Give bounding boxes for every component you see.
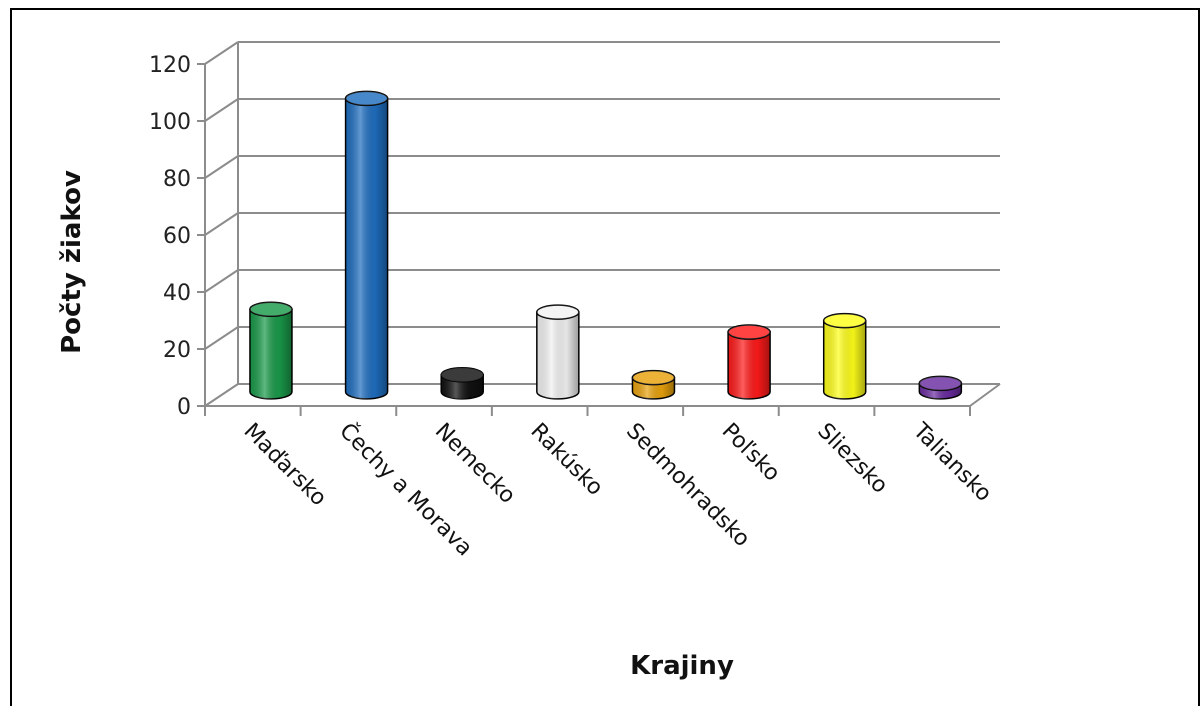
bar-top [249, 301, 293, 317]
bar-top [727, 324, 771, 340]
y-tick-label: 120 [149, 53, 191, 78]
bar-shading [823, 320, 866, 399]
gridline-side [204, 98, 239, 122]
bar [249, 301, 293, 400]
y-axis-title: Počty žiakov [57, 170, 87, 354]
x-tick-label: Nemecko [430, 419, 520, 509]
bar-shading [536, 312, 579, 399]
bar-shading [249, 309, 292, 399]
gridline-side [204, 155, 239, 179]
bar-shading [728, 332, 771, 399]
bar-top [344, 90, 389, 107]
bar-shading [345, 98, 388, 399]
x-tick-label: Poľsko [717, 419, 785, 487]
bar-top-highlight [345, 91, 388, 106]
bar [440, 367, 484, 400]
x-tick-label: Rakúsko [525, 419, 607, 501]
gridline-side [204, 212, 239, 236]
bar [344, 90, 389, 400]
bar-top-highlight [919, 376, 962, 391]
y-tick-label: 80 [163, 167, 191, 192]
bar-top [631, 369, 676, 386]
x-tick-label: Sliezsko [812, 419, 892, 499]
y-tick-labels: 0 20 40 60 80 100 120 [149, 53, 191, 420]
gridline-side [204, 269, 239, 293]
bar [918, 375, 963, 400]
bar-top [822, 312, 867, 329]
gridline-side [204, 41, 239, 65]
y-tick-label: 0 [177, 395, 191, 420]
x-tick-label: Taliansko [907, 418, 996, 507]
bar [536, 304, 580, 400]
bar-top-highlight [632, 370, 675, 385]
bar-top-highlight [536, 305, 579, 320]
chart-frame [10, 8, 1200, 706]
bar-top-highlight [441, 367, 484, 382]
bar [727, 324, 771, 400]
floor-edge [969, 383, 1001, 407]
bar-top [918, 375, 963, 392]
x-tick-label: Maďarsko [239, 419, 332, 512]
gridlines [204, 41, 1000, 407]
x-axis-title: Krajiny [630, 651, 734, 681]
bar-top-highlight [728, 325, 771, 340]
bar-top [536, 304, 580, 320]
bar-top [440, 367, 484, 383]
y-tick-label: 100 [149, 110, 191, 135]
bars [249, 90, 963, 400]
gridline-side [204, 383, 239, 407]
bar [631, 369, 676, 400]
bar-top-highlight [823, 313, 866, 328]
y-tick-label: 60 [163, 224, 191, 249]
gridline-side [204, 326, 239, 350]
y-tick-label: 40 [163, 281, 191, 306]
bar-top-highlight [249, 302, 292, 317]
y-tick-label: 20 [163, 338, 191, 363]
axes [197, 42, 1001, 416]
bar [822, 312, 867, 400]
